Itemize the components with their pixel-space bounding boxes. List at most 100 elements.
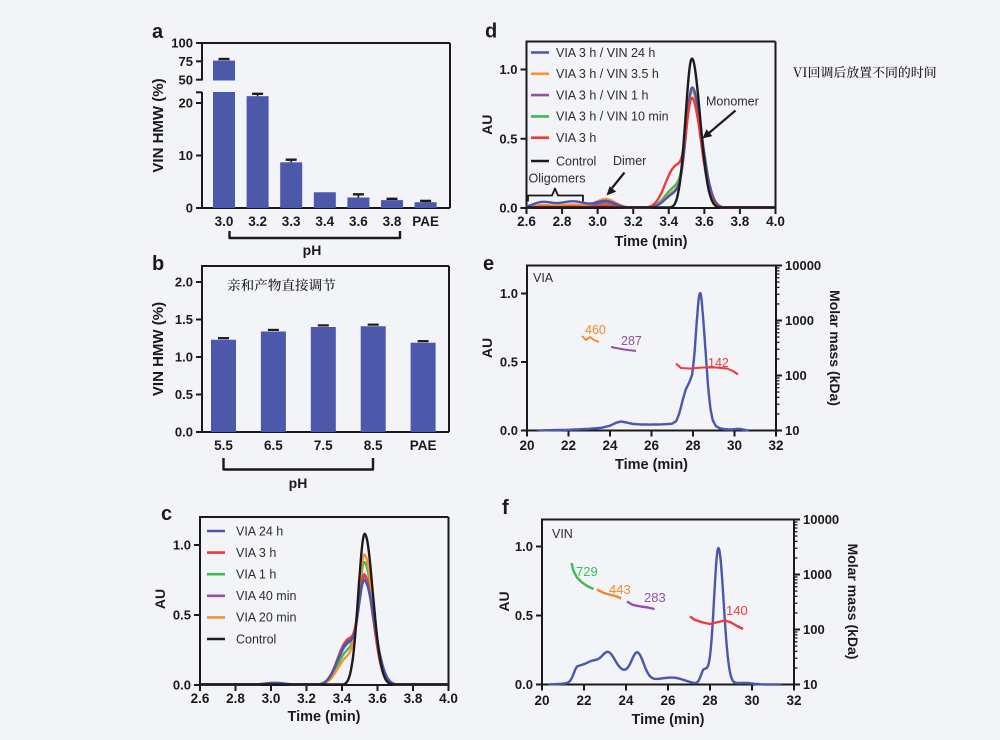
svg-text:Time (min): Time (min) [287,709,360,725]
svg-text:Dimer: Dimer [613,154,646,168]
svg-text:0: 0 [186,201,193,216]
svg-text:3.2: 3.2 [624,214,643,229]
svg-text:Control: Control [236,632,276,646]
svg-text:2.8: 2.8 [553,214,572,229]
svg-text:100: 100 [803,622,825,637]
svg-text:0.0: 0.0 [173,678,191,693]
svg-text:4.0: 4.0 [439,691,458,706]
svg-text:VIA 3 h / VIN 10 min: VIA 3 h / VIN 10 min [556,110,669,124]
svg-text:Control: Control [556,154,596,168]
svg-text:26: 26 [660,693,676,708]
svg-text:729: 729 [576,564,598,579]
svg-text:20: 20 [519,438,534,453]
svg-text:1.0: 1.0 [173,538,191,553]
svg-text:287: 287 [621,334,642,348]
svg-text:22: 22 [576,693,591,708]
svg-text:140: 140 [726,603,748,618]
svg-text:PAE: PAE [410,438,437,453]
svg-text:1000: 1000 [785,313,814,328]
svg-text:VIA 20 min: VIA 20 min [236,611,296,625]
svg-text:28: 28 [685,438,701,453]
svg-text:Molar mass (kDa): Molar mass (kDa) [827,290,843,406]
svg-text:0.0: 0.0 [515,677,533,692]
svg-text:VIN HMW (%): VIN HMW (%) [150,78,167,172]
svg-text:3.8: 3.8 [404,691,423,706]
svg-text:Time (min): Time (min) [615,457,688,473]
svg-text:VIA 3 h / VIN 1 h: VIA 3 h / VIN 1 h [556,88,648,102]
svg-text:AU: AU [496,591,512,611]
svg-text:3.6: 3.6 [695,214,714,229]
svg-text:VIN HMW (%): VIN HMW (%) [150,302,167,396]
svg-text:3.4: 3.4 [659,214,678,229]
svg-text:22: 22 [561,438,576,453]
svg-text:3.0: 3.0 [215,214,234,229]
svg-text:5.5: 5.5 [214,438,233,453]
svg-text:0.0: 0.0 [175,425,193,440]
svg-text:3.2: 3.2 [248,214,267,229]
svg-text:c: c [161,503,172,525]
svg-text:4.0: 4.0 [766,214,785,229]
svg-text:10: 10 [785,423,799,438]
svg-text:32: 32 [768,438,783,453]
svg-text:VIA 3 h / VIN 3.5 h: VIA 3 h / VIN 3.5 h [556,67,659,81]
svg-text:3.8: 3.8 [731,214,750,229]
svg-text:VIA 3 h: VIA 3 h [236,546,276,560]
svg-text:PAE: PAE [412,214,439,229]
svg-text:AU: AU [479,338,495,358]
svg-text:b: b [152,253,164,275]
svg-text:0.0: 0.0 [500,423,518,438]
svg-text:VIA 3 h: VIA 3 h [556,131,596,145]
svg-text:3.0: 3.0 [262,691,281,706]
svg-text:10000: 10000 [803,512,839,527]
svg-text:7.5: 7.5 [314,438,333,453]
svg-text:0.5: 0.5 [499,131,517,146]
svg-text:6.5: 6.5 [264,438,283,453]
svg-text:3.6: 3.6 [368,691,387,706]
svg-text:32: 32 [786,693,801,708]
svg-text:AU: AU [152,589,168,609]
svg-text:30: 30 [727,438,742,453]
svg-text:Monomer: Monomer [706,95,759,109]
svg-text:3.3: 3.3 [282,214,301,229]
svg-text:3.6: 3.6 [349,214,368,229]
svg-text:2.0: 2.0 [175,275,193,290]
svg-text:30: 30 [744,693,759,708]
svg-text:0.5: 0.5 [500,355,518,370]
svg-text:e: e [483,253,494,275]
svg-text:3.8: 3.8 [383,214,402,229]
svg-text:20: 20 [179,96,193,111]
svg-text:1.5: 1.5 [175,312,193,327]
svg-text:0.5: 0.5 [175,387,193,402]
svg-text:3.2: 3.2 [297,691,316,706]
svg-text:100: 100 [785,368,807,383]
svg-text:1.0: 1.0 [175,350,193,365]
svg-text:3.4: 3.4 [333,691,352,706]
svg-text:Time (min): Time (min) [631,712,704,728]
svg-text:1.0: 1.0 [499,62,517,77]
svg-text:3.4: 3.4 [315,214,334,229]
svg-text:2.6: 2.6 [191,691,210,706]
svg-text:10000: 10000 [785,258,821,273]
svg-text:2.6: 2.6 [517,214,536,229]
svg-text:VIA 40 min: VIA 40 min [236,589,296,603]
svg-text:AU: AU [479,115,495,135]
svg-text:a: a [152,21,164,43]
svg-text:2.8: 2.8 [226,691,245,706]
svg-text:1000: 1000 [803,567,832,582]
svg-text:d: d [485,21,497,43]
svg-text:28: 28 [702,693,718,708]
svg-text:24: 24 [618,693,634,708]
svg-text:100: 100 [171,36,193,51]
svg-text:10: 10 [803,677,817,692]
svg-text:75: 75 [179,54,193,69]
svg-text:26: 26 [644,438,660,453]
svg-text:460: 460 [585,323,606,337]
svg-text:Time (min): Time (min) [614,234,687,250]
svg-text:pH: pH [303,242,322,258]
svg-text:1.0: 1.0 [515,539,533,554]
svg-text:0.5: 0.5 [515,608,533,623]
svg-text:443: 443 [609,582,631,597]
svg-text:f: f [502,497,509,519]
svg-text:8.5: 8.5 [364,438,383,453]
svg-text:pH: pH [289,475,308,491]
